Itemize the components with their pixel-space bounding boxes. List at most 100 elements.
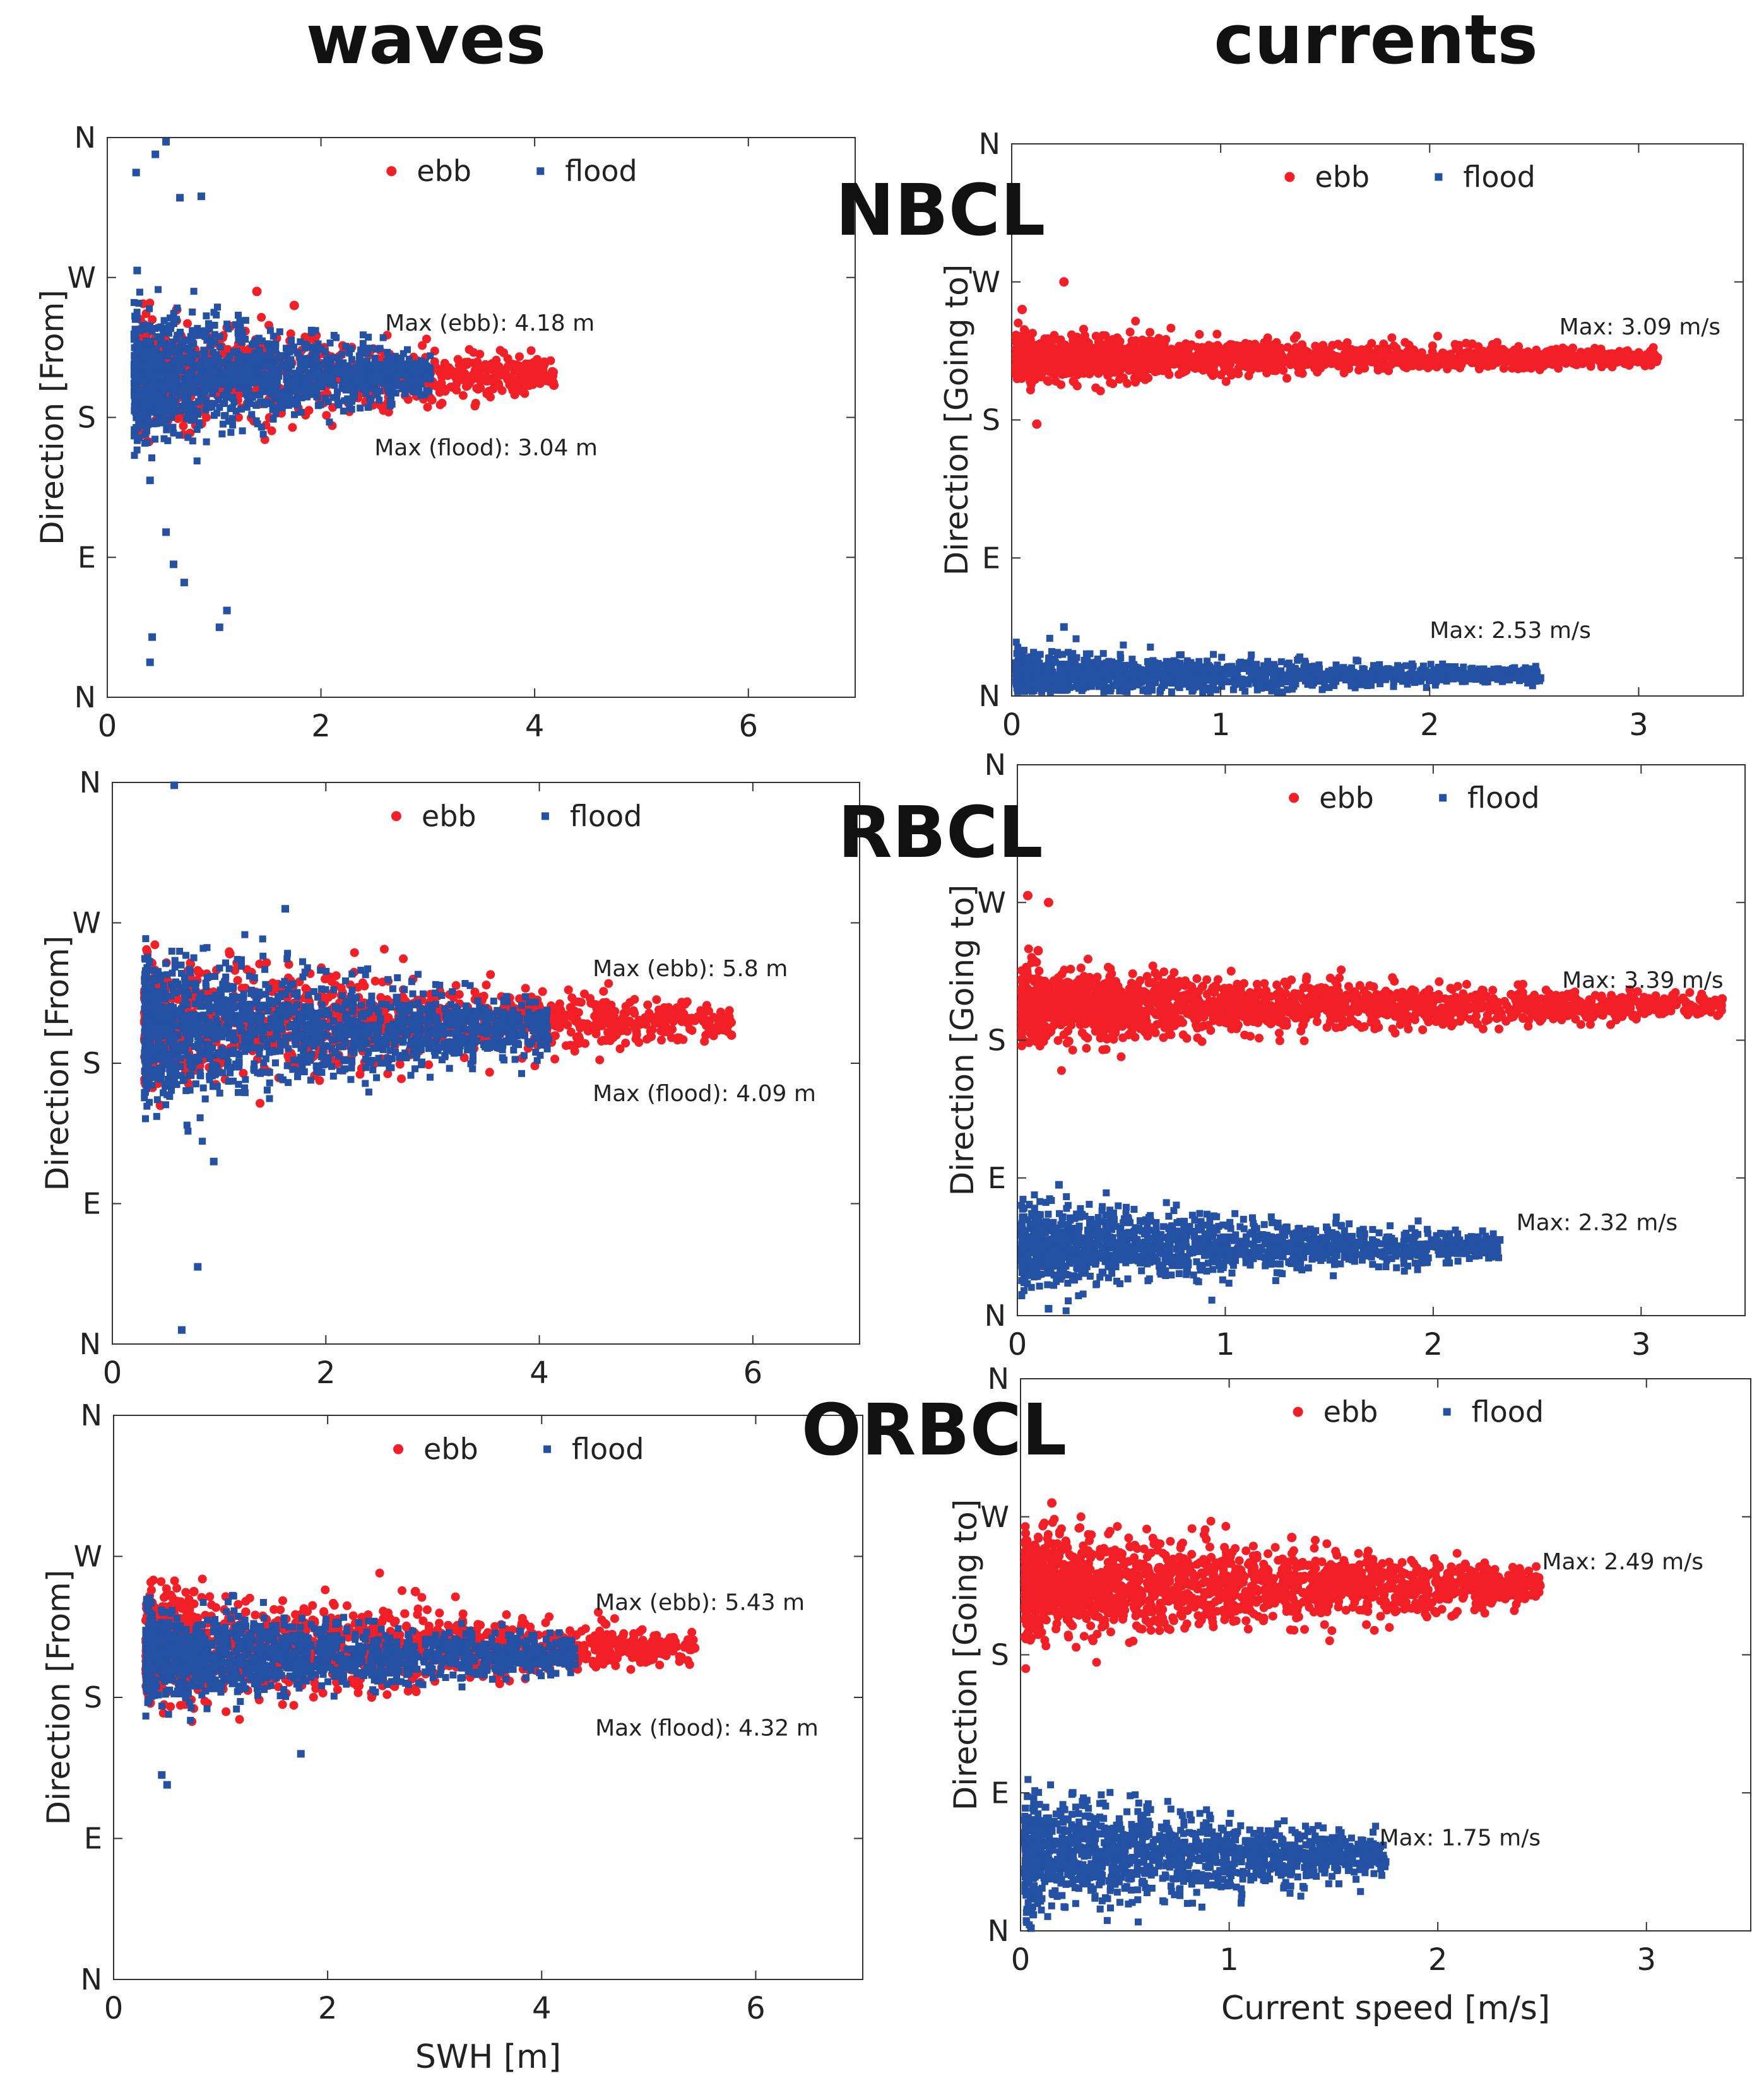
scatter-point-flood [239, 362, 247, 370]
scatter-point-flood [1117, 654, 1125, 662]
scatter-point-flood [164, 351, 172, 358]
scatter-point-ebb [1334, 339, 1343, 349]
scatter-point-flood [301, 366, 309, 374]
scatter-point-ebb [1163, 359, 1173, 369]
x-tick-label: 4 [525, 709, 545, 744]
scatter-point-flood [185, 410, 192, 417]
scatter-point-flood [348, 406, 355, 413]
scatter-point-ebb [289, 300, 299, 310]
scatter-point-ebb [1433, 331, 1442, 341]
scatter-point-flood [1361, 681, 1369, 688]
scatter-point-flood [190, 288, 198, 295]
scatter-point-flood [146, 370, 153, 377]
scatter-point-flood [247, 370, 254, 378]
scatter-point-ebb [1176, 348, 1186, 358]
scatter-point-ebb [1036, 353, 1046, 362]
scatter-point-flood [215, 623, 223, 632]
scatter-point-ebb [1159, 339, 1169, 348]
scatter-point-flood [182, 384, 190, 392]
scatter-point-ebb [1602, 359, 1612, 369]
scatter-point-ebb [1127, 336, 1137, 346]
scatter-point-flood [1079, 681, 1086, 689]
scatter-point-ebb [1015, 332, 1025, 341]
scatter-point-ebb [1362, 357, 1371, 366]
scatter-point-flood [209, 390, 216, 398]
scatter-point-flood [302, 382, 309, 389]
scatter-point-ebb [1032, 419, 1042, 429]
scatter-point-flood [269, 333, 277, 340]
scatter-point-flood [357, 375, 365, 383]
scatter-point-ebb [1127, 356, 1136, 365]
scatter-point-flood [357, 404, 364, 412]
scatter-point-ebb [1343, 350, 1353, 359]
scatter-point-flood [371, 365, 379, 373]
scatter-point-ebb [1057, 380, 1066, 389]
scatter-point-flood [1142, 686, 1149, 693]
scatter-point-flood [301, 357, 309, 364]
scatter-point-ebb [1053, 369, 1063, 378]
scatter-point-ebb [1269, 366, 1278, 375]
scatter-point-flood [359, 339, 367, 347]
scatter-point-ebb [1013, 346, 1022, 355]
scatter-point-flood [1046, 635, 1053, 642]
scatter-point-ebb [1028, 329, 1037, 338]
scatter-point-ebb [1022, 348, 1031, 357]
scatter-point-flood [203, 438, 210, 445]
scatter-point-ebb [1537, 353, 1547, 362]
scatter-point-flood [148, 454, 155, 462]
scatter-point-flood [311, 357, 319, 364]
scatter-point-flood [1094, 655, 1101, 663]
scatter-point-flood [350, 365, 357, 372]
scatter-point-ebb [1401, 351, 1411, 360]
scatter-point-ebb [1106, 378, 1115, 387]
scatter-point-flood [381, 365, 388, 372]
scatter-point-ebb [1014, 318, 1023, 327]
scatter-point-flood [133, 266, 141, 274]
scatter-point-flood [269, 340, 277, 348]
scatter-point-ebb [548, 371, 558, 380]
scatter-point-flood [1277, 658, 1285, 666]
scatter-point-flood [371, 355, 379, 362]
scatter-point-flood [184, 359, 192, 367]
scatter-point-flood [228, 415, 236, 422]
scatter-point-ebb [1238, 361, 1247, 370]
scatter-point-ebb [1388, 350, 1397, 360]
scatter-point-flood [257, 423, 265, 431]
scatter-point-flood [155, 351, 162, 359]
legend-label-ebb: ebb [417, 154, 471, 188]
scatter-point-flood [151, 150, 160, 158]
scatter-point-flood [313, 389, 321, 396]
scatter-point-ebb [1026, 386, 1035, 394]
scatter-point-flood [1168, 670, 1175, 677]
scatter-point-ebb [322, 411, 331, 420]
scatter-point-ebb [1561, 358, 1571, 368]
scatter-point-ebb [1062, 361, 1071, 370]
scatter-point-flood [187, 350, 194, 358]
scatter-point-ebb [495, 346, 505, 355]
scatter-point-flood [199, 390, 207, 398]
scatter-point-flood [176, 343, 184, 351]
scatter-point-ebb [1248, 355, 1257, 364]
scatter-point-ebb [1101, 331, 1110, 340]
scatter-point-flood [1423, 684, 1430, 692]
scatter-point-flood [376, 345, 384, 352]
scatter-point-flood [333, 334, 340, 341]
scatter-point-flood [302, 393, 309, 401]
scatter-point-ebb [1517, 348, 1527, 358]
scatter-point-flood [1279, 688, 1286, 696]
scatter-point-flood [135, 300, 143, 307]
scatter-point-flood [291, 411, 298, 418]
scatter-point-flood [215, 362, 223, 369]
plot-frame [107, 137, 856, 698]
scatter-point-ebb [1488, 360, 1497, 370]
scatter-point-flood [1176, 651, 1183, 659]
scatter-point-ebb [1166, 324, 1176, 333]
scatter-point-flood [148, 399, 156, 407]
scatter-point-flood [362, 390, 370, 397]
scatter-point-ebb [1190, 358, 1200, 368]
column-title-currents: currents [1214, 1, 1537, 80]
y-tick-label: W [68, 261, 96, 295]
scatter-point-flood [275, 368, 283, 375]
